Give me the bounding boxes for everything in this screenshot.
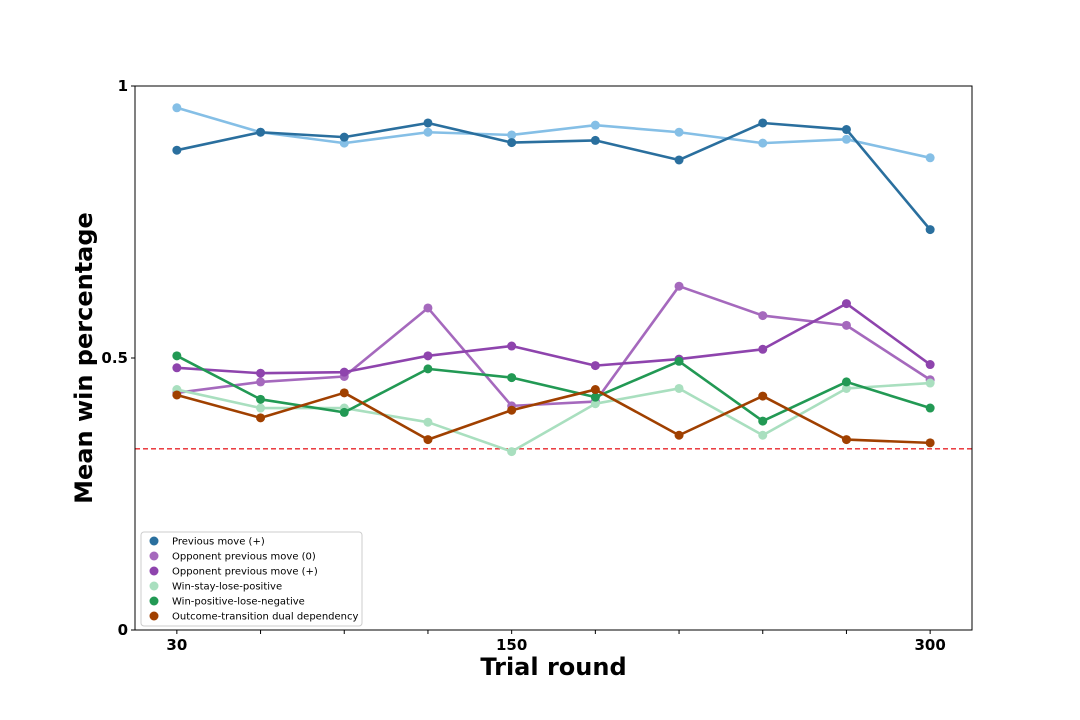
- series-1: [172, 118, 935, 235]
- data-point: [674, 155, 684, 165]
- series-line: [176, 121, 932, 231]
- y-axis-label: Mean win percentage: [70, 212, 98, 504]
- data-point: [172, 363, 182, 373]
- data-point: [674, 127, 684, 137]
- data-point: [507, 138, 517, 148]
- data-point: [339, 132, 349, 142]
- x-tick-label: 30: [166, 636, 187, 654]
- data-point: [590, 361, 600, 371]
- data-point: [507, 373, 517, 383]
- data-point: [172, 145, 182, 155]
- series-3: [172, 299, 935, 378]
- data-point: [925, 225, 935, 235]
- data-point: [590, 120, 600, 130]
- legend-label: Previous move (+): [172, 537, 265, 548]
- series-4: [172, 378, 935, 457]
- x-tick-label: 150: [496, 636, 527, 654]
- x-tick-label: 300: [914, 636, 945, 654]
- data-point: [339, 388, 349, 398]
- data-point: [590, 135, 600, 145]
- data-point: [256, 127, 266, 137]
- data-point: [925, 438, 935, 448]
- legend: Previous move (+) Opponent previous move …: [140, 531, 363, 627]
- data-point: [590, 399, 600, 409]
- legend-marker: [149, 536, 159, 546]
- series-6: [172, 385, 935, 448]
- data-point: [423, 435, 433, 445]
- data-point: [925, 153, 935, 163]
- data-point: [758, 138, 768, 148]
- legend-label: Win-stay-lose-positive: [172, 582, 282, 593]
- data-point: [507, 341, 517, 351]
- legend-box: [140, 531, 363, 627]
- legend-label: Opponent previous move (0): [172, 552, 316, 563]
- legend-label: Outcome-transition dual dependency: [172, 612, 359, 623]
- ticks-layer: 30 150 300 0 0.5 1: [101, 77, 945, 654]
- legend-marker: [149, 566, 159, 576]
- series-5: [172, 351, 935, 426]
- series-2: [172, 281, 935, 411]
- legend-label: Opponent previous move (+): [172, 567, 318, 578]
- series-line: [176, 302, 931, 375]
- data-point: [841, 320, 851, 330]
- y-tick-label: 0: [118, 621, 128, 639]
- series-line: [176, 381, 931, 453]
- data-point: [507, 405, 517, 415]
- data-point: [841, 134, 851, 144]
- data-point: [172, 351, 182, 361]
- data-point: [674, 356, 684, 366]
- data-point: [172, 390, 182, 400]
- legend-label: Win-positive-lose-negative: [172, 597, 305, 608]
- data-point: [590, 385, 600, 395]
- legend-marker: [149, 581, 159, 591]
- data-point: [758, 118, 768, 128]
- series-layer: [135, 103, 972, 457]
- data-point: [423, 127, 433, 137]
- y-tick-label: 0.5: [101, 349, 128, 367]
- data-point: [590, 392, 600, 402]
- data-point: [256, 413, 266, 423]
- data-point: [256, 403, 266, 413]
- data-point: [256, 394, 266, 404]
- data-point: [423, 303, 433, 313]
- legend-marker: [149, 611, 159, 621]
- data-point: [339, 407, 349, 417]
- data-point: [674, 383, 684, 393]
- y-tick-label: 1: [118, 77, 128, 95]
- series-line: [176, 284, 931, 408]
- data-point: [925, 360, 935, 370]
- series-line: [176, 354, 931, 423]
- data-point: [841, 125, 851, 135]
- data-point: [758, 430, 768, 440]
- data-point: [339, 367, 349, 377]
- data-point: [841, 435, 851, 445]
- data-point: [674, 281, 684, 291]
- data-point: [841, 377, 851, 387]
- data-point: [925, 403, 935, 413]
- data-point: [507, 447, 517, 457]
- legend-marker: [149, 551, 159, 561]
- data-point: [758, 311, 768, 321]
- legend-marker: [149, 596, 159, 606]
- x-axis-label: Trial round: [480, 653, 626, 681]
- data-point: [758, 391, 768, 401]
- data-point: [758, 416, 768, 426]
- data-point: [674, 430, 684, 440]
- data-point: [423, 364, 433, 374]
- data-point: [172, 103, 182, 113]
- data-point: [423, 417, 433, 427]
- series-line: [176, 388, 931, 445]
- data-point: [841, 299, 851, 309]
- data-point: [423, 351, 433, 361]
- data-point: [256, 368, 266, 378]
- data-point: [925, 378, 935, 388]
- data-point: [841, 383, 851, 393]
- data-point: [758, 344, 768, 354]
- data-point: [507, 130, 517, 140]
- data-point: [423, 118, 433, 128]
- data-point: [256, 377, 266, 387]
- series-line: [176, 106, 931, 160]
